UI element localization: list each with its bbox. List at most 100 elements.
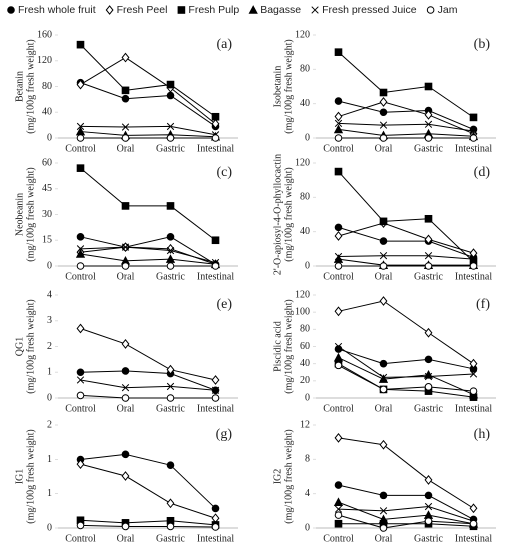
data-point — [211, 504, 220, 513]
legend-label: Fresh Pulp — [188, 4, 239, 16]
data-point — [424, 120, 433, 128]
data-point — [166, 91, 175, 100]
x-tick-label: Intestinal — [455, 143, 492, 154]
data-point — [166, 202, 175, 210]
data-point — [469, 370, 478, 378]
y-tick-label: 2 — [47, 419, 52, 430]
series-line — [338, 506, 474, 522]
y-tick-label: 120 — [295, 157, 310, 168]
y-tick-label: 160 — [37, 29, 52, 40]
legend-label: Jam — [438, 4, 458, 16]
series-line — [80, 463, 216, 519]
data-point — [211, 394, 220, 402]
series-line — [338, 300, 474, 365]
series-line — [338, 255, 474, 260]
y-axis-title: QG1 — [14, 337, 25, 356]
data-point — [469, 262, 478, 270]
y-axis-title: Piscidic acid — [272, 321, 283, 372]
data-point — [211, 236, 220, 245]
series-line — [80, 453, 216, 509]
series-line — [338, 100, 474, 130]
data-point — [75, 249, 86, 258]
y-tick-label: 0 — [305, 522, 310, 533]
series-line — [80, 519, 216, 526]
data-point — [121, 394, 130, 402]
y-tick-label: 15 — [42, 235, 52, 246]
series-line — [338, 364, 474, 392]
data-point — [469, 519, 478, 528]
series-line — [338, 437, 474, 509]
data-point — [424, 214, 433, 223]
x-tick-label: Control — [65, 403, 96, 414]
data-point — [379, 373, 388, 382]
x-tick-label: Control — [65, 143, 96, 154]
data-point — [334, 306, 343, 317]
y-tick-label: 60 — [42, 157, 52, 168]
x-tick-label: Oral — [375, 533, 393, 544]
data-point — [76, 40, 85, 49]
data-point — [424, 234, 433, 245]
data-point — [121, 243, 130, 251]
x-tick-label: Control — [65, 271, 96, 282]
x-tick-label: Intestinal — [197, 143, 234, 154]
y-tick-label: 8 — [305, 454, 310, 465]
data-point — [424, 109, 433, 120]
series-line — [80, 370, 216, 391]
data-point — [211, 112, 220, 121]
data-point — [379, 524, 388, 532]
data-point — [121, 86, 130, 95]
data-point — [334, 342, 343, 351]
legend-label: Fresh pressed Juice — [322, 4, 417, 16]
data-point — [76, 233, 85, 241]
y-tick-label: 60 — [300, 341, 310, 352]
y-axis-title: Isobetanin — [272, 66, 283, 108]
data-point — [424, 517, 433, 525]
x-tick-label: Oral — [117, 143, 135, 154]
series-line — [80, 246, 216, 264]
y-tick-label: 12 — [300, 419, 310, 430]
series-line — [80, 125, 216, 136]
y-axis-title: Neobeanin — [14, 193, 25, 236]
data-point — [121, 123, 130, 131]
data-point — [424, 355, 433, 364]
panel-label: (h) — [474, 427, 491, 442]
data-point — [469, 248, 478, 259]
series-line — [80, 56, 216, 125]
panel-label: (d) — [474, 165, 491, 180]
data-point — [76, 521, 85, 530]
y-axis-title: Betanin — [14, 71, 25, 102]
panel-label: (c) — [216, 165, 232, 180]
data-point — [333, 124, 344, 134]
y-tick-label: 80 — [300, 324, 310, 335]
data-point — [469, 255, 478, 263]
data-point — [121, 522, 130, 531]
data-point — [379, 134, 388, 142]
y-tick-label: 120 — [295, 289, 310, 300]
y-axis-unit: (mg/100g fresh weight) — [25, 429, 36, 523]
data-point — [121, 339, 130, 349]
data-point — [76, 79, 85, 90]
y-tick-label: 120 — [37, 55, 52, 66]
data-point — [166, 134, 175, 142]
data-point — [211, 134, 220, 142]
data-point — [469, 503, 478, 514]
data-point — [334, 481, 343, 489]
data-point — [121, 367, 130, 375]
series-line — [80, 167, 216, 241]
data-point — [469, 387, 478, 395]
data-point — [424, 502, 433, 511]
data-point — [211, 523, 220, 531]
x-tick-label: Gastric — [414, 533, 443, 544]
y-tick-label: 80 — [42, 81, 52, 92]
y-axis-unit: (mg/100g fresh weight) — [25, 167, 36, 261]
data-point — [166, 394, 175, 402]
data-point — [334, 262, 343, 270]
data-point — [76, 122, 85, 131]
series-line — [338, 226, 474, 258]
data-point — [166, 233, 175, 241]
series-line — [338, 348, 474, 370]
series-line — [80, 131, 216, 138]
series-line — [338, 523, 474, 527]
data-point — [76, 262, 85, 270]
y-tick-label: 0 — [47, 260, 52, 271]
